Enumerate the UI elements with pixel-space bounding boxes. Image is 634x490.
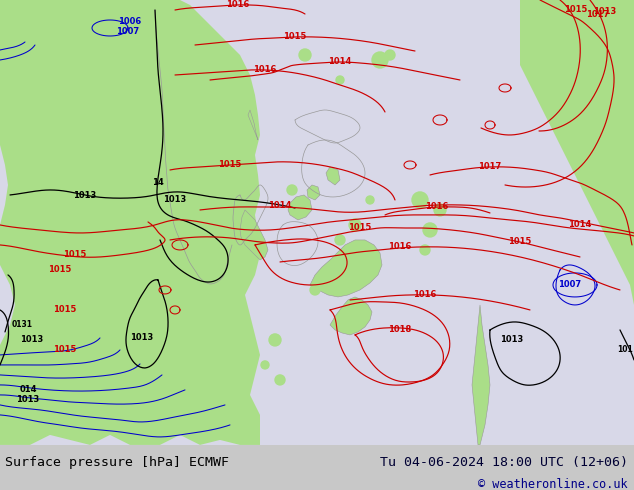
- Text: 1013: 1013: [500, 336, 524, 344]
- Text: 1013: 1013: [131, 333, 153, 343]
- Text: 1013: 1013: [16, 395, 39, 404]
- Text: Surface pressure [hPa] ECMWF: Surface pressure [hPa] ECMWF: [5, 456, 229, 468]
- Text: 1017: 1017: [586, 10, 610, 20]
- Circle shape: [261, 361, 269, 369]
- Circle shape: [275, 375, 285, 385]
- Text: 1018: 1018: [389, 325, 411, 335]
- Text: 1015: 1015: [53, 305, 77, 315]
- Circle shape: [372, 52, 388, 68]
- Circle shape: [336, 76, 344, 84]
- Circle shape: [299, 49, 311, 61]
- Text: 1006: 1006: [119, 18, 141, 26]
- Text: 1016: 1016: [425, 202, 449, 212]
- Circle shape: [420, 245, 430, 255]
- Text: 1016: 1016: [254, 66, 276, 74]
- Text: 1013: 1013: [74, 192, 96, 200]
- Polygon shape: [520, 0, 634, 305]
- Polygon shape: [248, 110, 258, 140]
- Text: 1013: 1013: [593, 7, 617, 17]
- Text: 1015: 1015: [564, 5, 588, 15]
- Text: 14: 14: [152, 178, 164, 188]
- Circle shape: [335, 235, 345, 245]
- Circle shape: [434, 204, 446, 216]
- Text: 1015: 1015: [218, 160, 242, 170]
- Circle shape: [269, 334, 281, 346]
- Text: 1016: 1016: [226, 0, 250, 9]
- Polygon shape: [472, 305, 490, 445]
- Circle shape: [423, 223, 437, 237]
- Circle shape: [385, 50, 395, 60]
- Text: 101: 101: [617, 345, 633, 354]
- Text: 014: 014: [19, 386, 37, 394]
- Text: 1014: 1014: [328, 57, 352, 67]
- Text: 1016: 1016: [413, 291, 437, 299]
- Text: 1015: 1015: [53, 345, 77, 354]
- Text: 1015: 1015: [348, 223, 372, 232]
- Circle shape: [310, 285, 320, 295]
- Text: 1017: 1017: [479, 163, 501, 172]
- Text: 1015: 1015: [508, 238, 532, 246]
- Text: 1015: 1015: [63, 250, 87, 259]
- Text: © weatheronline.co.uk: © weatheronline.co.uk: [478, 478, 628, 490]
- Polygon shape: [330, 297, 372, 335]
- Text: 1016: 1016: [388, 243, 411, 251]
- Polygon shape: [310, 240, 382, 297]
- Text: 1014: 1014: [268, 201, 292, 211]
- Polygon shape: [0, 0, 260, 445]
- Circle shape: [412, 192, 428, 208]
- Text: Tu 04-06-2024 18:00 UTC (12+06): Tu 04-06-2024 18:00 UTC (12+06): [380, 456, 628, 468]
- Text: 1007: 1007: [117, 27, 139, 36]
- Circle shape: [287, 185, 297, 195]
- Text: 1007: 1007: [559, 280, 581, 290]
- Polygon shape: [240, 210, 268, 260]
- Text: 0131: 0131: [11, 320, 32, 329]
- Text: 1013: 1013: [20, 336, 44, 344]
- Polygon shape: [307, 185, 320, 200]
- Text: 1015: 1015: [48, 266, 72, 274]
- Circle shape: [349, 219, 361, 231]
- Text: 1014: 1014: [568, 220, 592, 229]
- Polygon shape: [0, 0, 634, 445]
- Polygon shape: [288, 195, 312, 220]
- Circle shape: [366, 196, 374, 204]
- Text: 1015: 1015: [283, 32, 307, 42]
- Polygon shape: [326, 167, 340, 185]
- Text: 1013: 1013: [164, 196, 186, 204]
